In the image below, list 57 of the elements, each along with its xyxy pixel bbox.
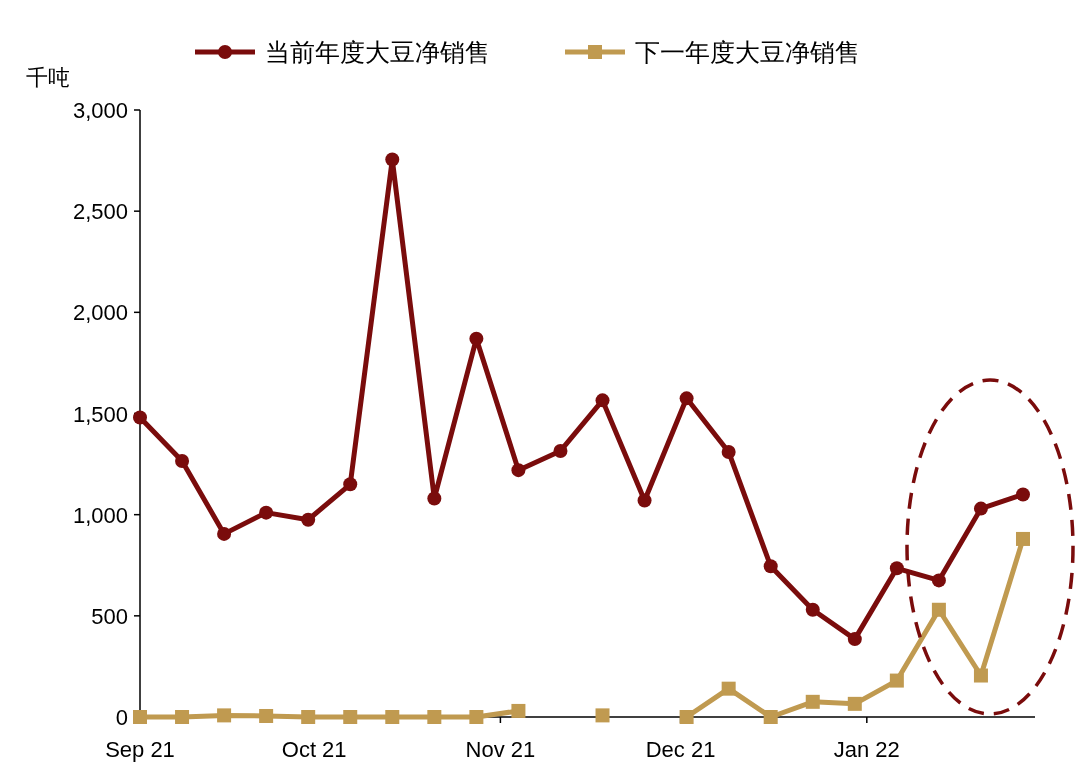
- x-tick-label: Nov 21: [465, 737, 536, 762]
- point: [679, 710, 694, 724]
- x-tick-label: Sep 21: [105, 737, 175, 762]
- point: [133, 710, 147, 724]
- point: [595, 708, 610, 723]
- point: [889, 673, 904, 688]
- point: [511, 703, 526, 718]
- point: [931, 573, 946, 588]
- point: [175, 710, 190, 724]
- point: [763, 559, 778, 574]
- point: [553, 443, 568, 458]
- point: [217, 526, 232, 541]
- point: [889, 561, 904, 576]
- point: [805, 694, 820, 709]
- point: [973, 668, 988, 683]
- point: [133, 410, 147, 425]
- point: [343, 710, 358, 724]
- point: [931, 602, 946, 617]
- point: [259, 505, 274, 520]
- legend-label: 当前年度大豆净销售: [265, 38, 490, 66]
- point: [385, 152, 400, 167]
- point: [469, 710, 484, 724]
- point: [175, 454, 190, 469]
- y-tick-label: 0: [115, 705, 128, 730]
- point: [763, 710, 778, 724]
- x-tick-label: Jan 22: [833, 737, 900, 762]
- x-tick-label: Oct 21: [281, 737, 347, 762]
- point: [511, 463, 526, 478]
- point: [259, 708, 274, 723]
- point: [721, 681, 736, 696]
- point: [595, 393, 610, 408]
- point: [973, 501, 988, 516]
- point: [217, 708, 232, 723]
- y-tick-label: 500: [91, 603, 128, 629]
- y-tick-label: 2,000: [72, 300, 128, 326]
- y-axis-title: 千吨: [26, 65, 70, 90]
- y-tick-label: 2,500: [72, 199, 128, 225]
- y-tick-label: 1,500: [72, 401, 128, 427]
- point: [427, 491, 442, 506]
- point: [301, 710, 316, 724]
- x-tick-label: Dec 21: [645, 737, 716, 762]
- point: [427, 710, 442, 724]
- legend-label: 下一年度大豆净销售: [635, 38, 860, 66]
- y-tick-label: 3,000: [72, 98, 128, 123]
- point: [343, 477, 358, 492]
- point: [469, 331, 484, 346]
- point: [1015, 531, 1030, 546]
- point: [805, 602, 820, 617]
- point: [637, 493, 652, 508]
- point: [1015, 487, 1030, 502]
- point: [847, 632, 862, 647]
- point: [301, 512, 316, 527]
- y-tick-label: 1,000: [72, 502, 128, 528]
- point: [847, 696, 862, 711]
- point: [721, 444, 736, 459]
- point: [385, 710, 400, 724]
- point: [679, 391, 694, 406]
